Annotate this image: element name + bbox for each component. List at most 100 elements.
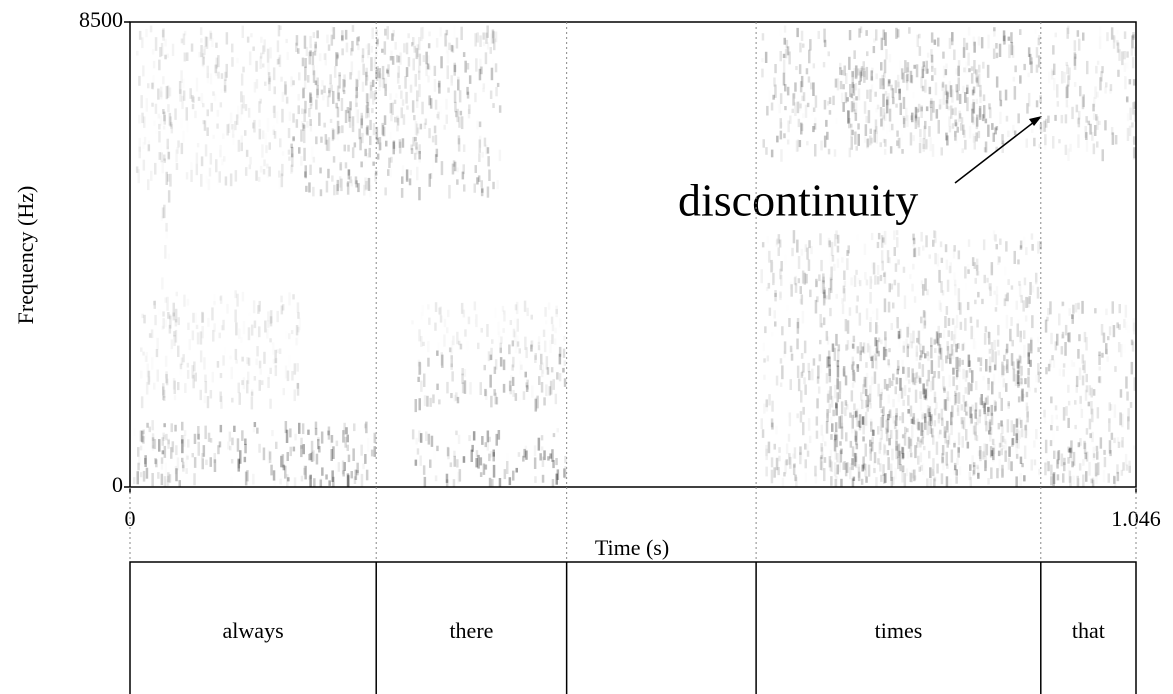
spectral-energy (918, 466, 921, 472)
spectral-energy (360, 115, 364, 126)
spectral-energy (413, 45, 416, 53)
spectral-energy (341, 125, 344, 134)
spectral-energy (509, 320, 513, 325)
spectral-energy (851, 77, 854, 88)
spectral-energy (863, 68, 866, 78)
annotation-arrow (954, 121, 1035, 184)
spectral-energy (1096, 60, 1100, 65)
spectral-energy (902, 115, 906, 125)
spectral-energy (310, 124, 313, 132)
spectral-energy (303, 35, 307, 49)
spectral-energy (850, 390, 854, 402)
spectral-energy (789, 379, 792, 390)
spectral-energy (170, 423, 173, 433)
spectral-energy (972, 425, 976, 435)
spectral-energy (285, 331, 288, 339)
spectral-energy (181, 461, 185, 469)
spectral-energy (290, 165, 293, 174)
spectral-energy (381, 65, 385, 80)
spectral-energy (808, 418, 811, 431)
spectral-energy (288, 333, 291, 339)
spectral-energy (839, 80, 843, 90)
spectral-energy (1091, 408, 1094, 423)
spectral-energy (946, 260, 949, 270)
spectral-energy (784, 106, 787, 111)
spectral-energy (787, 120, 790, 133)
spectral-energy (922, 143, 925, 152)
spectral-energy (974, 277, 977, 284)
spectral-energy (940, 473, 944, 485)
spectral-energy (804, 443, 807, 450)
spectral-energy (964, 400, 968, 407)
spectral-energy (840, 69, 844, 76)
spectral-energy (411, 100, 415, 113)
spectral-energy (911, 283, 914, 292)
spectral-energy (1105, 308, 1108, 316)
spectral-energy (329, 74, 332, 85)
spectral-energy (327, 44, 331, 51)
spectral-energy (1095, 445, 1099, 452)
spectral-energy (1062, 369, 1065, 377)
spectral-energy (855, 305, 859, 314)
spectral-energy (365, 93, 369, 103)
spectral-energy (535, 397, 538, 411)
spectral-energy (448, 184, 451, 199)
spectral-energy (392, 141, 395, 155)
spectral-energy (780, 261, 783, 272)
spectral-energy (869, 444, 872, 454)
spectral-energy (802, 69, 805, 77)
spectral-energy (539, 453, 542, 461)
spectral-energy (878, 442, 881, 454)
spectral-energy (1019, 29, 1022, 35)
spectral-energy (373, 93, 377, 101)
spectral-energy (445, 29, 449, 36)
spectral-energy (770, 418, 774, 428)
spectral-energy (872, 46, 876, 54)
spectral-energy (884, 331, 887, 341)
spectral-energy (926, 405, 930, 414)
spectral-energy (402, 114, 406, 125)
spectral-energy (954, 119, 957, 127)
spectral-energy (845, 402, 848, 407)
spectral-energy (788, 412, 792, 427)
spectral-energy (949, 478, 952, 490)
spectral-energy (392, 29, 395, 37)
spectral-energy (806, 247, 809, 260)
spectral-energy (1074, 303, 1078, 313)
spectral-energy (234, 348, 238, 360)
spectral-energy (290, 164, 294, 173)
spectral-energy (901, 434, 905, 439)
spectral-energy (1012, 368, 1016, 382)
spectral-energy (956, 356, 960, 371)
spectral-energy (787, 433, 791, 442)
spectral-energy (768, 250, 771, 263)
spectral-energy (964, 318, 967, 331)
spectral-energy (161, 450, 165, 455)
spectral-energy (962, 394, 965, 403)
spectral-energy (837, 344, 841, 352)
spectral-energy (349, 72, 352, 80)
spectral-energy (1092, 143, 1096, 155)
spectral-energy (933, 39, 937, 45)
spectral-energy (842, 285, 846, 294)
spectral-energy (851, 446, 855, 457)
spectral-energy (502, 328, 505, 333)
spectral-energy (225, 63, 228, 78)
spectral-energy (346, 107, 350, 114)
spectral-energy (1004, 89, 1008, 101)
spectral-energy (285, 96, 289, 104)
spectral-energy (986, 395, 989, 405)
spectral-energy (307, 75, 310, 83)
spectral-energy (857, 68, 860, 76)
spectral-energy (364, 177, 367, 191)
spectral-energy (836, 378, 839, 390)
spectral-energy (982, 94, 986, 102)
spectral-energy (760, 269, 763, 284)
spectral-energy (271, 430, 274, 436)
spectral-energy (326, 95, 330, 107)
spectral-energy (530, 340, 533, 349)
spectral-energy (357, 44, 360, 51)
spectral-energy (1120, 440, 1124, 447)
spectral-energy (1014, 374, 1018, 387)
spectral-energy (970, 73, 974, 84)
